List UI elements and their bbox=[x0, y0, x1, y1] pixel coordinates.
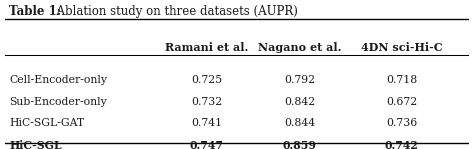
Text: 0.859: 0.859 bbox=[283, 140, 317, 149]
Text: Nagano et al.: Nagano et al. bbox=[258, 42, 341, 53]
Text: 0.792: 0.792 bbox=[284, 75, 315, 85]
Text: 0.844: 0.844 bbox=[284, 118, 315, 128]
Text: HiC-SGL: HiC-SGL bbox=[9, 140, 62, 149]
Text: Ramani et al.: Ramani et al. bbox=[165, 42, 248, 53]
Text: 4DN sci-Hi-C: 4DN sci-Hi-C bbox=[361, 42, 443, 53]
Text: Sub-Encoder-only: Sub-Encoder-only bbox=[9, 97, 107, 107]
Text: 0.725: 0.725 bbox=[191, 75, 222, 85]
Text: Cell-Encoder-only: Cell-Encoder-only bbox=[9, 75, 108, 85]
Text: Table 1:: Table 1: bbox=[9, 5, 62, 18]
Text: Ablation study on three datasets (AUPR): Ablation study on three datasets (AUPR) bbox=[49, 5, 298, 18]
Text: HiC-SGL-GAT: HiC-SGL-GAT bbox=[9, 118, 84, 128]
Text: 0.742: 0.742 bbox=[385, 140, 419, 149]
Text: 0.747: 0.747 bbox=[190, 140, 224, 149]
Text: 0.672: 0.672 bbox=[386, 97, 418, 107]
Text: 0.718: 0.718 bbox=[386, 75, 418, 85]
Text: 0.842: 0.842 bbox=[284, 97, 315, 107]
Text: 0.736: 0.736 bbox=[386, 118, 418, 128]
Text: 0.741: 0.741 bbox=[191, 118, 222, 128]
Text: 0.732: 0.732 bbox=[191, 97, 222, 107]
